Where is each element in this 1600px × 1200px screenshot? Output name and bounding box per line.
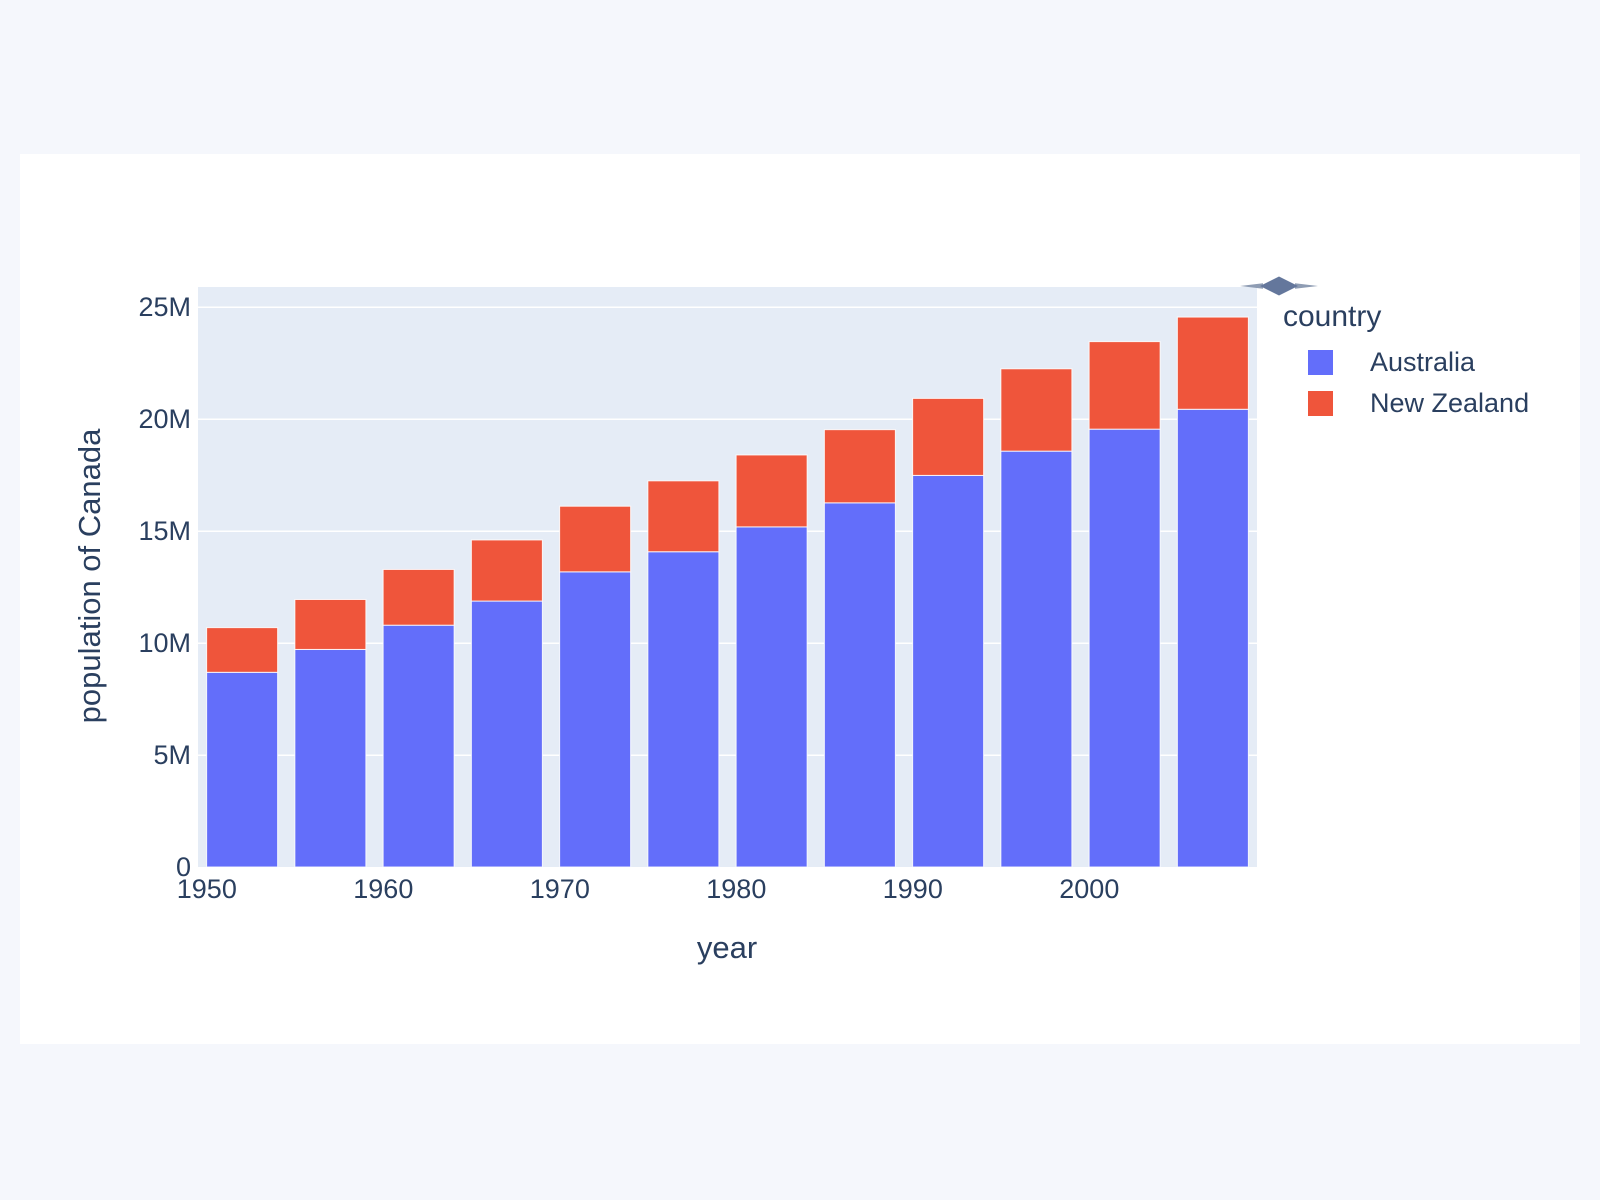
legend-item-australia[interactable]: Australia [1283,347,1475,377]
bar-segment-new-zealand[interactable] [206,627,279,673]
bar-segment-australia[interactable] [735,526,808,868]
bar-segment-australia[interactable] [294,648,367,868]
bar-segment-australia[interactable] [1000,450,1073,868]
y-axis-title: population of Canada [72,428,107,724]
legend-item-new-zealand[interactable]: New Zealand [1283,388,1529,418]
modebar-arrow-icon[interactable] [1240,275,1318,297]
legend-item-label: Australia [1370,347,1476,377]
x-tick-label: 1970 [529,874,590,904]
bar-segment-new-zealand[interactable] [294,599,367,650]
bar-segment-new-zealand[interactable] [470,539,543,602]
bar-segment-new-zealand[interactable] [1000,368,1073,452]
x-axis-title: year [696,930,758,965]
x-tick-label: 1990 [882,874,943,904]
bar-segment-australia[interactable] [823,502,896,868]
bar-segment-australia[interactable] [1176,408,1249,868]
bar-segment-new-zealand[interactable] [1088,341,1161,430]
plot-background[interactable] [198,287,1257,867]
legend-title: country [1283,300,1382,333]
x-tick-label: 1960 [353,874,414,904]
bar-segment-australia[interactable] [382,624,455,868]
y-tick-label: 25M [138,292,191,322]
y-tick-label: 20M [138,404,191,434]
x-tick-label: 2000 [1059,874,1120,904]
legend-swatch-new-zealand [1308,390,1333,416]
bar-segment-new-zealand[interactable] [647,480,720,553]
bar-segment-new-zealand[interactable] [912,397,985,476]
x-tick-label: 1950 [176,874,237,904]
bar-segment-new-zealand[interactable] [735,454,808,528]
legend: country Australia New Zealand [1283,299,1529,418]
bar-segment-australia[interactable] [1088,428,1161,868]
bar-segment-australia[interactable] [206,671,279,868]
bar-segment-australia[interactable] [470,600,543,868]
y-tick-label: 15M [138,516,191,546]
bar-segment-new-zealand[interactable] [823,429,896,504]
bar-segment-new-zealand[interactable] [382,568,455,626]
x-tick-label: 1980 [706,874,767,904]
y-tick-label: 5M [153,740,191,770]
y-tick-label: 0 [175,852,191,882]
bar-segment-australia[interactable] [647,551,720,868]
bar-segment-new-zealand[interactable] [1176,316,1249,410]
legend-swatch-australia [1308,349,1333,375]
bar-segment-australia[interactable] [912,474,985,868]
bar-segment-australia[interactable] [559,571,632,868]
legend-item-label: New Zealand [1370,388,1530,418]
bar-segment-new-zealand[interactable] [559,505,632,573]
y-tick-label: 10M [138,628,191,658]
